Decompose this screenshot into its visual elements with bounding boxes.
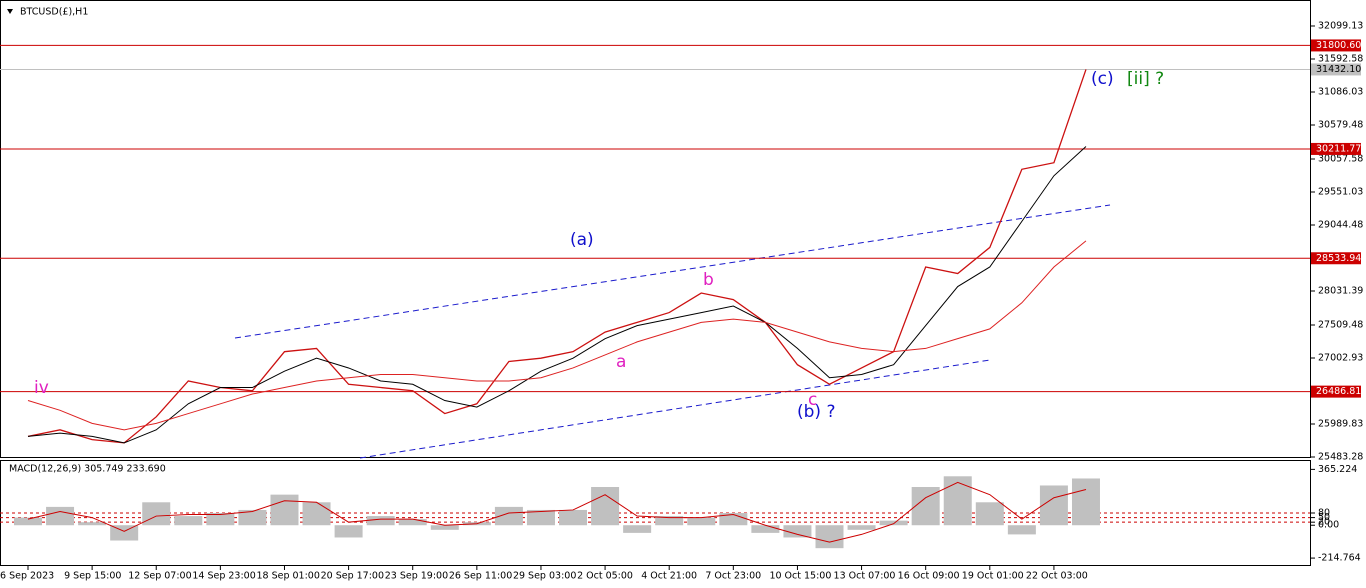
menu-arrow[interactable]: [7, 9, 13, 14]
level-tag: [1311, 142, 1361, 155]
x-tick-label: 23 Sep 19:00: [385, 571, 448, 582]
x-tick-label: 22 Oct 03:00: [1026, 571, 1088, 582]
current-price-tag: [1311, 63, 1361, 76]
y-tick-label: 0.00: [1318, 520, 1339, 531]
macd-title: MACD(12,26,9) 305.749 233.690: [9, 464, 166, 475]
y-tick-label: 31592.58: [1318, 53, 1363, 64]
y-tick-label: 27002.93: [1318, 353, 1363, 364]
level-label: 28533.94: [1316, 253, 1361, 264]
y-tick-label: 29044.48: [1318, 219, 1363, 230]
macd-bar: [719, 513, 748, 526]
x-tick-label: 26 Sep 11:00: [449, 571, 512, 582]
x-tick-label: 2 Oct 05:00: [577, 571, 633, 582]
macd-bar: [1039, 485, 1068, 526]
x-tick-label: 18 Sep 01:00: [256, 571, 319, 582]
x-tick-label: 29 Sep 03:00: [513, 571, 576, 582]
wave-label: (a): [570, 230, 594, 250]
x-tick-label: 4 Oct 21:00: [641, 571, 697, 582]
y-tick-label: -214.764: [1318, 553, 1361, 564]
y-tick-label: 32099.13: [1318, 20, 1363, 31]
price-frame: [0, 0, 1311, 458]
macd-bar: [1071, 478, 1100, 526]
y-tick-label: 31086.03: [1318, 86, 1363, 97]
y-tick-label: 30057.58: [1318, 153, 1363, 164]
chart-title: BTCUSD(£),H1: [20, 7, 88, 18]
wave-label: (b) ?: [797, 402, 835, 422]
y-tick-label: 50: [1318, 512, 1330, 523]
macd-bar: [270, 494, 299, 526]
wave-label: (c): [1091, 69, 1114, 89]
macd-bar: [655, 516, 684, 526]
channel-line: [359, 359, 991, 459]
x-tick-label: 7 Oct 23:00: [705, 571, 761, 582]
level-tag: [1311, 252, 1361, 265]
wave-label: [ii] ?: [1127, 69, 1164, 89]
macd-bar: [847, 525, 876, 530]
y-tick-label: 80: [1318, 508, 1330, 519]
moving-average: [27, 240, 1087, 431]
x-tick-label: 6 Sep 2023: [0, 571, 54, 582]
y-tick-label: 20: [1318, 517, 1330, 528]
level-label: 31800.60: [1316, 40, 1361, 51]
y-tick-label: 25483.28: [1318, 452, 1363, 463]
x-tick-label: 9 Sep 15:00: [64, 571, 121, 582]
current-price-label: 31432.10: [1316, 64, 1361, 75]
x-tick-label: 12 Sep 07:00: [128, 571, 191, 582]
macd-bar: [142, 502, 171, 526]
x-tick-label: 10 Oct 15:00: [769, 571, 831, 582]
macd-bar: [623, 525, 652, 533]
macd-bar: [783, 525, 812, 538]
macd-bar: [78, 522, 107, 526]
macd-bar: [206, 513, 235, 526]
macd-bar: [494, 506, 523, 526]
y-tick-label: 30579.48: [1318, 119, 1363, 130]
macd-bar: [879, 520, 908, 526]
macd-bar: [943, 476, 972, 526]
x-tick-label: 20 Sep 17:00: [321, 571, 384, 582]
macd-bar: [1007, 525, 1036, 535]
x-tick-label: 19 Oct 01:00: [962, 571, 1024, 582]
wave-label: b: [703, 270, 714, 290]
macd-bar: [302, 502, 331, 526]
macd-bar: [526, 509, 555, 526]
macd-bar: [366, 516, 395, 526]
macd-bar: [46, 506, 75, 526]
macd-bar: [815, 525, 844, 549]
moving-average: [27, 146, 1087, 444]
wave-label: a: [616, 352, 626, 372]
macd-bar: [110, 525, 139, 541]
x-tick-label: 16 Oct 09:00: [898, 571, 960, 582]
macd-bar: [334, 525, 363, 538]
macd-bar: [14, 517, 42, 526]
level-label: 26486.81: [1316, 386, 1361, 397]
macd-bar: [687, 517, 716, 526]
level-tag: [1311, 385, 1361, 398]
macd-bar: [975, 502, 1004, 526]
macd-bar: [238, 509, 267, 526]
wave-label: c: [808, 390, 817, 410]
macd-bar: [174, 516, 203, 526]
y-tick-label: 28031.39: [1318, 285, 1363, 296]
macd-bar: [559, 509, 588, 526]
y-tick-label: 29551.03: [1318, 186, 1363, 197]
macd-bar: [398, 519, 427, 526]
level-tag: [1311, 39, 1361, 52]
x-tick-label: 13 Oct 07:00: [834, 571, 896, 582]
y-tick-label: 25989.83: [1318, 419, 1363, 430]
price-line: [27, 69, 1087, 444]
wave-label: iv: [34, 378, 49, 398]
x-tick-label: 14 Sep 23:00: [192, 571, 255, 582]
y-tick-label: 365.224: [1318, 464, 1357, 475]
macd-bar: [430, 525, 459, 530]
channel-line: [234, 204, 1111, 339]
signal-line: [27, 481, 1087, 543]
level-label: 30211.77: [1316, 143, 1361, 154]
y-tick-label: 27509.48: [1318, 319, 1363, 330]
macd-bar: [591, 487, 620, 526]
macd-bar: [751, 525, 780, 533]
